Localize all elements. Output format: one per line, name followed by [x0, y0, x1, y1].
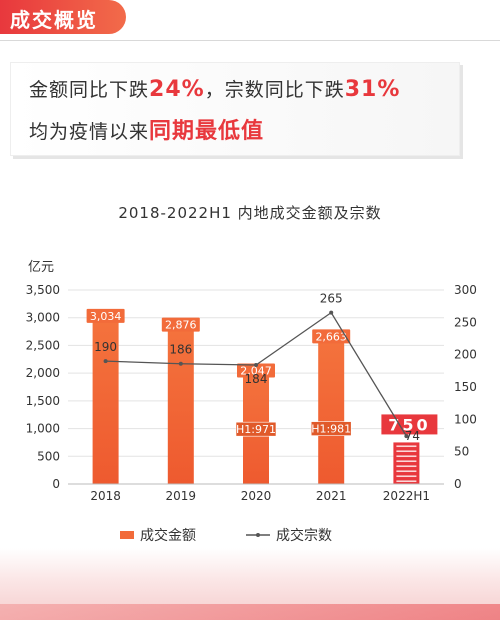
- amount-drop-percent: 24%: [149, 77, 205, 102]
- h1-value-box: [310, 421, 352, 436]
- bar-stripe: [396, 470, 417, 473]
- section-header-badge: 成交概览: [0, 0, 126, 34]
- y-tick-label: 3,000: [26, 311, 60, 325]
- h1-value-label: H1:971: [236, 423, 276, 436]
- count-point: [254, 363, 258, 368]
- bar-stripe: [396, 455, 417, 458]
- amount-bar: [92, 315, 119, 484]
- bar-value-label: 3,034: [90, 310, 122, 323]
- bar-stripe: [396, 465, 417, 468]
- y-axis-unit: 亿元: [28, 260, 54, 275]
- amount-bar: [393, 442, 420, 484]
- count-value-label: 184: [245, 372, 268, 386]
- bar-stripe: [396, 460, 417, 463]
- bar-stripe: [396, 475, 417, 478]
- summary-banner: 金额同比下跌24%，宗数同比下跌31% 均为疫情以来同期最低值: [10, 62, 460, 156]
- legend-bar-label: 成交金额: [140, 527, 196, 544]
- bars: 3,034 2,876 2,047 H1:971 2,663 H1:981 750: [86, 308, 438, 484]
- x-tick-label: 2019: [166, 489, 197, 503]
- count-point: [103, 359, 108, 364]
- y2-tick-label: 300: [454, 283, 477, 297]
- y-tick-label: 2,000: [26, 366, 60, 380]
- y-tick-label: 3,500: [26, 283, 60, 297]
- header-divider: [0, 40, 500, 41]
- bar-value-box: [161, 317, 200, 332]
- section-title: 成交概览: [10, 8, 98, 32]
- count-value-label: 186: [169, 343, 192, 357]
- bar-value-label: 2,876: [165, 319, 197, 332]
- count-value-label: 190: [94, 340, 117, 354]
- y-tick-label: 2,500: [26, 338, 60, 352]
- summary-line-2: 均为疫情以来同期最低值: [29, 113, 264, 145]
- y-tick-label: 0: [52, 477, 60, 491]
- bar-value-box: [237, 363, 275, 378]
- h1-value-box: [235, 421, 277, 437]
- y2-tick-label: 100: [454, 412, 477, 426]
- bar-stripe: [396, 445, 417, 448]
- bar-value-label: 2,047: [240, 365, 272, 378]
- bottom-decor-strip: [0, 604, 500, 620]
- y-tick-label: 1,000: [26, 422, 60, 436]
- y2-tick-label: 250: [454, 315, 477, 329]
- legend-line-label: 成交宗数: [276, 527, 332, 544]
- legend-bar-swatch: [120, 531, 134, 539]
- bar-value-box: [381, 414, 438, 435]
- y2-tick-label: 0: [454, 477, 462, 491]
- count-line: 190 186 184 265 74: [94, 292, 420, 444]
- bar-value-label: 2,663: [315, 330, 347, 343]
- x-tick-label: 2018: [90, 489, 121, 503]
- summary-line-1: 金额同比下跌24%，宗数同比下跌31%: [29, 75, 400, 102]
- x-tick-label: 2021: [316, 489, 347, 503]
- x-tick-label: 2020: [241, 489, 272, 503]
- y-tick-label: 500: [37, 449, 60, 463]
- summary-text-c: 均为疫情以来: [29, 121, 150, 143]
- count-point: [178, 361, 183, 366]
- chart-title: 2018-2022H1 内地成交金额及宗数: [118, 204, 382, 222]
- axes: 亿元 0 500 1,000 1,500 2,000 2,500 3,000 3,500 0 50 1…: [26, 260, 477, 503]
- amount-bar: [167, 324, 194, 484]
- count-value-label: 265: [320, 292, 343, 306]
- summary-highlight: 同期最低值: [149, 119, 265, 144]
- count-value-label: 74: [405, 429, 420, 443]
- bar-value-box: [312, 329, 351, 344]
- h1-value-label: H1:981: [311, 423, 351, 436]
- amount-bar: [318, 336, 345, 484]
- count-point: [404, 434, 409, 439]
- summary-text-a: 金额同比下跌: [29, 79, 150, 101]
- bar-stripe: [396, 450, 417, 453]
- legend: 成交金额 成交宗数: [120, 527, 332, 544]
- bar-value-label: 750: [388, 415, 430, 434]
- y2-tick-label: 50: [454, 445, 469, 459]
- count-point: [329, 310, 334, 315]
- summary-text-b: ，宗数同比下跌: [204, 79, 345, 101]
- legend-line-marker: [256, 533, 260, 537]
- x-tick-label: 2022H1: [383, 489, 430, 503]
- count-drop-percent: 31%: [344, 77, 401, 102]
- y-tick-label: 1,500: [26, 394, 60, 408]
- y2-tick-label: 200: [454, 348, 477, 362]
- bar-stripe: [396, 480, 417, 483]
- y2-tick-label: 150: [454, 380, 477, 394]
- bar-value-box: [86, 308, 125, 323]
